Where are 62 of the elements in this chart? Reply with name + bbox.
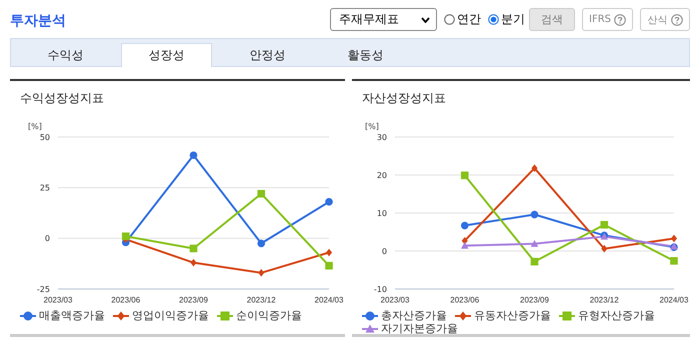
point: [530, 258, 538, 266]
text: 안정성: [248, 46, 286, 64]
y-tick-label: 50: [40, 132, 50, 142]
point: [530, 210, 538, 218]
y-tick-label: -10: [374, 284, 387, 294]
legend-label: 유동자산증가율: [474, 309, 551, 322]
x-tick-label: 2023/12: [246, 296, 276, 305]
point: [122, 232, 130, 240]
point: [257, 190, 266, 198]
legend-label: 유형자산증가율: [578, 309, 655, 322]
point: [600, 220, 608, 229]
text: 활동성: [346, 46, 384, 64]
text: 성장성: [121, 43, 212, 67]
x-tick-label: 2023/12: [590, 296, 620, 305]
point: [190, 151, 198, 160]
y-tick-label: 25: [40, 184, 50, 193]
y-tick-label: -25: [36, 284, 50, 294]
legend-label: 매출액증가율: [39, 309, 105, 322]
point: [601, 244, 608, 253]
x-tick-label: 2023/03: [44, 296, 74, 305]
x-tick-label: 2023/06: [111, 296, 141, 305]
point: [326, 248, 332, 256]
legend-label: 총자산증가율: [381, 309, 447, 322]
x-tick-label: 2023/09: [520, 296, 550, 305]
point: [460, 172, 469, 180]
text: IFRS: [589, 14, 611, 25]
legend-label: 순이익증가율: [236, 309, 302, 322]
x-tick-label: 2024/03: [660, 296, 690, 305]
text: 검색: [529, 8, 575, 31]
point: [325, 262, 333, 270]
point: [257, 240, 266, 248]
text: 산식: [648, 14, 668, 26]
point: [460, 242, 469, 249]
text: 연간: [457, 11, 481, 28]
point: [190, 244, 198, 252]
text: 주재무제표: [339, 11, 399, 28]
legend-label: 자기자본증가율: [381, 322, 458, 335]
point: [670, 257, 678, 265]
y-tick-label: 10: [376, 208, 387, 218]
point: [670, 234, 678, 242]
y-tick-label: 20: [376, 170, 387, 180]
y-tick-label: 0: [382, 246, 387, 256]
point: [530, 240, 538, 247]
x-tick-label: 2023/09: [179, 296, 209, 305]
text: 수익성: [46, 46, 84, 64]
point: [258, 268, 264, 277]
y-tick-label: 30: [376, 132, 387, 142]
chart-title: 자산성장성지표: [362, 90, 446, 107]
y-tick-label: 0: [44, 234, 50, 244]
x-tick-label: 2023/03: [380, 296, 410, 305]
point: [460, 222, 469, 230]
y-axis-title: [%]: [28, 122, 42, 131]
y-axis-title: [%]: [365, 122, 379, 131]
text: 분기: [501, 11, 525, 28]
text: 투자분석: [10, 12, 66, 30]
x-tick-label: 2023/06: [450, 296, 480, 305]
chart-title: 수익성장성지표: [20, 90, 104, 107]
x-tick-label: 2024/03: [314, 296, 344, 305]
point: [325, 198, 333, 206]
point: [190, 258, 197, 266]
point: [531, 164, 538, 172]
legend-label: 영업이익증가율: [132, 309, 209, 322]
